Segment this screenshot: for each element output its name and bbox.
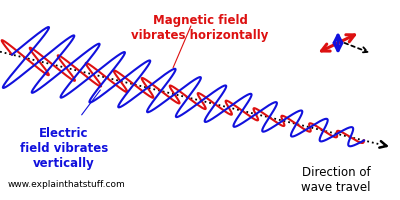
Text: Electric
field vibrates
vertically: Electric field vibrates vertically [20,127,108,170]
Text: www.explainthatstuff.com: www.explainthatstuff.com [8,180,126,189]
Text: Direction of
wave travel: Direction of wave travel [301,166,371,194]
Text: Magnetic field
vibrates horizontally: Magnetic field vibrates horizontally [131,14,269,42]
